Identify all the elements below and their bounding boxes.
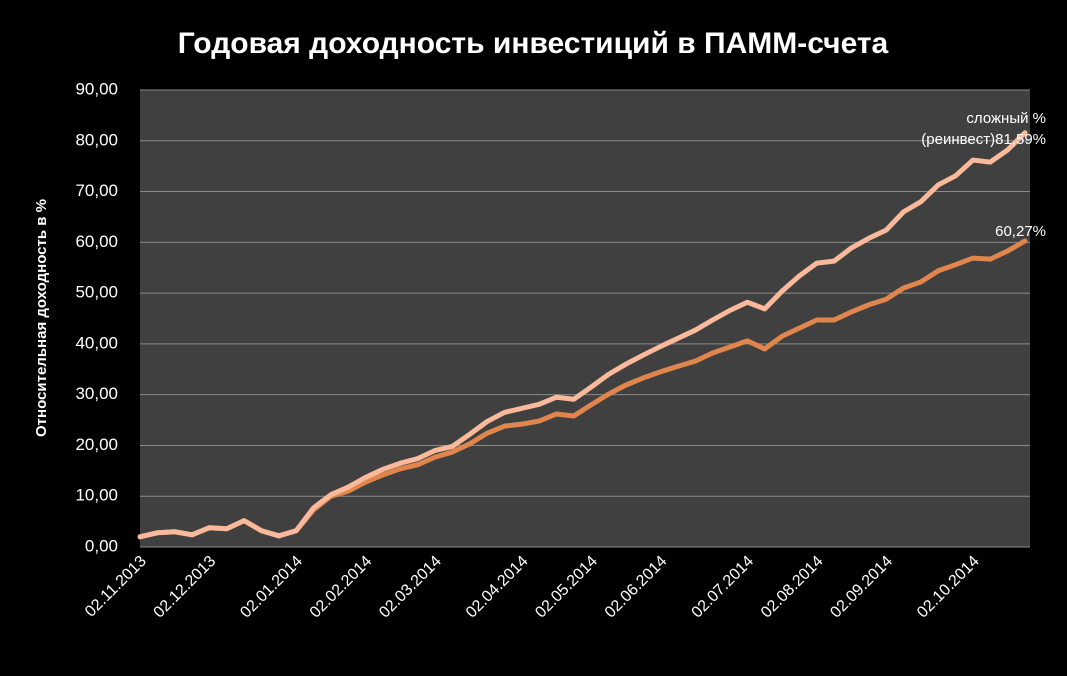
y-tick-label: 60,00 — [75, 232, 118, 251]
x-tick-label: 02.06.2014 — [602, 553, 671, 622]
value-label: 81,59% — [995, 130, 1046, 148]
y-tick-label: 0,00 — [85, 536, 118, 555]
x-tick-label: 02.12.2013 — [151, 553, 220, 622]
x-tick-label: 02.01.2014 — [237, 553, 306, 622]
series-line — [137, 130, 1028, 540]
x-tick-label: 02.11.2013 — [82, 553, 150, 621]
x-tick-label: 02.09.2014 — [827, 553, 896, 622]
y-tick-label: 80,00 — [75, 130, 118, 149]
chart-title: Годовая доходность инвестиций в ПАММ-сче… — [178, 27, 889, 60]
data-label: сложный % (реинвест)81,59% — [896, 108, 1046, 150]
y-tick-label: 90,00 — [75, 79, 118, 98]
x-tick-label: 02.07.2014 — [689, 553, 758, 622]
data-label: 60,27% — [995, 221, 1046, 242]
y-tick-label: 20,00 — [75, 435, 118, 454]
y-tick-label: 30,00 — [75, 384, 118, 403]
y-tick-label: 70,00 — [75, 181, 118, 200]
x-tick-label: 02.05.2014 — [532, 553, 601, 622]
x-tick-label: 02.10.2014 — [914, 553, 983, 622]
plot-area — [140, 90, 1030, 547]
value-label: 60,27% — [995, 222, 1046, 240]
x-tick-label: 02.04.2014 — [463, 553, 532, 622]
y-tick-label: 10,00 — [75, 486, 118, 505]
series-name: сложный % (реинвест) — [921, 109, 1046, 148]
x-tick-label: 02.03.2014 — [376, 553, 445, 622]
y-axis-label: Относительная доходность в % — [33, 199, 50, 437]
y-tick-label: 50,00 — [75, 283, 118, 302]
x-tick-label: 02.08.2014 — [758, 553, 827, 622]
x-tick-label: 02.02.2014 — [307, 553, 376, 622]
y-tick-label: 40,00 — [75, 333, 118, 352]
